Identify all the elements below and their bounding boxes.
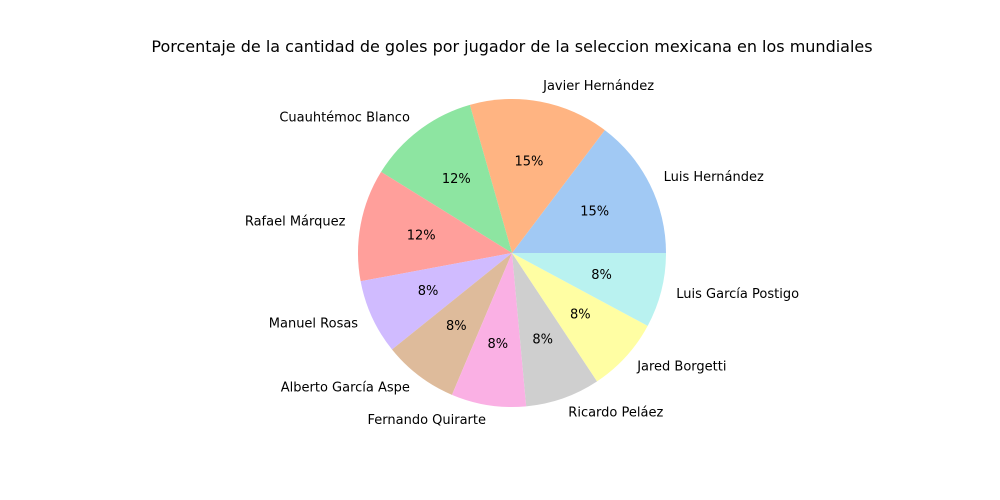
slice-name-label: Jared Borgetti — [636, 360, 726, 375]
pie-slice — [392, 253, 512, 395]
slice-name-label: Rafael Márquez — [245, 214, 346, 229]
pie-slice — [357, 171, 512, 282]
slice-name-label: Javier Hernández — [542, 79, 654, 94]
slice-percent-label: 8% — [488, 337, 509, 352]
slice-percent-label: 8% — [532, 333, 553, 348]
slice-name-label: Fernando Quirarte — [368, 413, 487, 428]
slice-name-label: Cuauhtémoc Blanco — [279, 110, 410, 125]
pie-slice — [512, 253, 666, 326]
slice-percent-label: 8% — [591, 268, 612, 283]
slice-percent-label: 15% — [515, 155, 544, 170]
pie-slices — [357, 99, 666, 407]
slice-name-label: Luis García Postigo — [676, 287, 799, 302]
slice-percent-label: 12% — [407, 229, 436, 244]
pie-slice — [451, 253, 527, 407]
slice-name-label: Luis Hernández — [664, 170, 764, 185]
slice-percent-label: 15% — [580, 204, 609, 219]
slice-percent-label: 8% — [570, 308, 591, 323]
pie-name-labels: Luis Hernández Javier Hernández Cuauhtémoc… — [245, 79, 799, 428]
slice-name-label: Manuel Rosas — [269, 316, 359, 331]
slice-percent-label: 8% — [418, 284, 439, 299]
pie-slice — [512, 253, 648, 382]
chart-title: Porcentaje de la cantidad de goles por j… — [151, 37, 872, 56]
pie-slice — [469, 99, 605, 253]
slice-name-label: Ricardo Peláez — [568, 405, 663, 420]
pie-slice — [381, 104, 512, 254]
pie-percent-labels: 15% 15% 12% 12% 8% 8% 8% 8% 8% 8% — [407, 155, 612, 352]
slice-name-label: Alberto García Aspe — [281, 381, 410, 396]
pie-slice — [360, 253, 512, 350]
pie-slice — [512, 130, 666, 253]
slice-percent-label: 12% — [442, 172, 471, 187]
pie-slice — [512, 253, 598, 407]
slice-percent-label: 8% — [446, 319, 467, 334]
